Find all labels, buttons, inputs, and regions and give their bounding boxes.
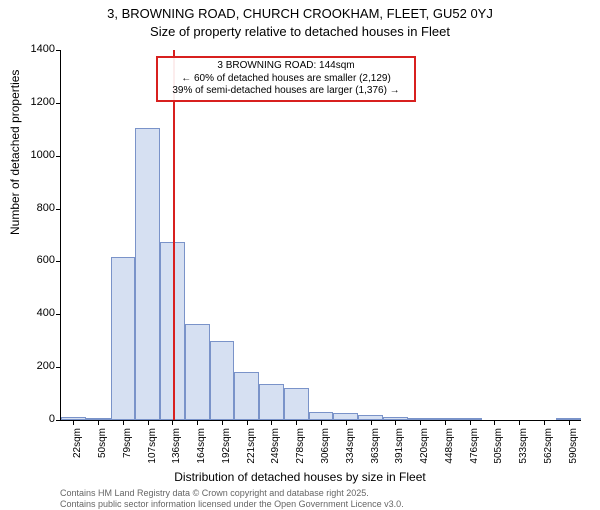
x-tick-label: 79sqm xyxy=(122,428,133,473)
y-tick xyxy=(56,103,61,104)
x-tick xyxy=(544,420,545,425)
x-tick xyxy=(172,420,173,425)
annotation-line: 39% of semi-detached houses are larger (… xyxy=(162,85,410,98)
y-tick-label: 400 xyxy=(5,307,55,319)
x-tick-label: 391sqm xyxy=(394,428,405,473)
histogram-bar xyxy=(111,257,136,420)
x-tick xyxy=(445,420,446,425)
x-tick xyxy=(148,420,149,425)
histogram-bar xyxy=(234,372,259,420)
chart-title-sub: Size of property relative to detached ho… xyxy=(0,24,600,39)
x-tick-label: 334sqm xyxy=(345,428,356,473)
x-tick xyxy=(371,420,372,425)
x-tick xyxy=(222,420,223,425)
y-tick-label: 0 xyxy=(5,413,55,425)
y-tick xyxy=(56,50,61,51)
x-tick-label: 505sqm xyxy=(493,428,504,473)
plot-area: 3 BROWNING ROAD: 144sqm← 60% of detached… xyxy=(60,50,581,421)
x-tick-label: 533sqm xyxy=(518,428,529,473)
histogram-bar xyxy=(284,388,309,420)
x-tick xyxy=(395,420,396,425)
x-tick-label: 136sqm xyxy=(171,428,182,473)
x-tick-label: 448sqm xyxy=(444,428,455,473)
y-tick-label: 200 xyxy=(5,360,55,372)
annotation-line: ← 60% of detached houses are smaller (2,… xyxy=(162,73,410,86)
x-tick-label: 306sqm xyxy=(320,428,331,473)
annotation-line: 3 BROWNING ROAD: 144sqm xyxy=(162,60,410,73)
x-tick-label: 562sqm xyxy=(543,428,554,473)
histogram-bar xyxy=(210,341,235,420)
x-tick-label: 590sqm xyxy=(568,428,579,473)
x-tick xyxy=(519,420,520,425)
x-tick xyxy=(346,420,347,425)
x-tick xyxy=(321,420,322,425)
y-tick-label: 600 xyxy=(5,254,55,266)
y-tick-label: 1400 xyxy=(5,43,55,55)
x-tick xyxy=(247,420,248,425)
y-tick-label: 800 xyxy=(5,202,55,214)
y-tick xyxy=(56,209,61,210)
y-tick xyxy=(56,261,61,262)
x-tick xyxy=(420,420,421,425)
x-tick xyxy=(123,420,124,425)
x-tick-label: 221sqm xyxy=(246,428,257,473)
annotation-box: 3 BROWNING ROAD: 144sqm← 60% of detached… xyxy=(156,56,416,102)
x-tick-label: 363sqm xyxy=(370,428,381,473)
y-tick xyxy=(56,367,61,368)
histogram-bar xyxy=(333,413,358,420)
x-tick xyxy=(197,420,198,425)
x-tick xyxy=(271,420,272,425)
x-tick xyxy=(569,420,570,425)
footer-line-2: Contains public sector information licen… xyxy=(60,499,404,510)
chart-title-main: 3, BROWNING ROAD, CHURCH CROOKHAM, FLEET… xyxy=(0,6,600,21)
x-tick xyxy=(296,420,297,425)
x-tick xyxy=(73,420,74,425)
x-tick-label: 50sqm xyxy=(97,428,108,473)
x-tick-label: 164sqm xyxy=(196,428,207,473)
reference-line xyxy=(173,50,175,420)
y-tick xyxy=(56,314,61,315)
chart-container: 3, BROWNING ROAD, CHURCH CROOKHAM, FLEET… xyxy=(0,0,600,500)
x-tick-label: 22sqm xyxy=(72,428,83,473)
histogram-bar xyxy=(185,324,210,420)
x-tick xyxy=(98,420,99,425)
x-tick-label: 249sqm xyxy=(270,428,281,473)
y-tick xyxy=(56,420,61,421)
footer-line-1: Contains HM Land Registry data © Crown c… xyxy=(60,488,369,499)
x-tick-label: 192sqm xyxy=(221,428,232,473)
x-tick-label: 476sqm xyxy=(469,428,480,473)
y-tick-label: 1200 xyxy=(5,96,55,108)
x-tick-label: 420sqm xyxy=(419,428,430,473)
x-tick xyxy=(470,420,471,425)
x-tick xyxy=(494,420,495,425)
y-tick xyxy=(56,156,61,157)
x-tick-label: 278sqm xyxy=(295,428,306,473)
histogram-bar xyxy=(309,412,334,420)
histogram-bar xyxy=(135,128,160,420)
y-tick-label: 1000 xyxy=(5,149,55,161)
histogram-bar xyxy=(259,384,284,420)
x-tick-label: 107sqm xyxy=(147,428,158,473)
